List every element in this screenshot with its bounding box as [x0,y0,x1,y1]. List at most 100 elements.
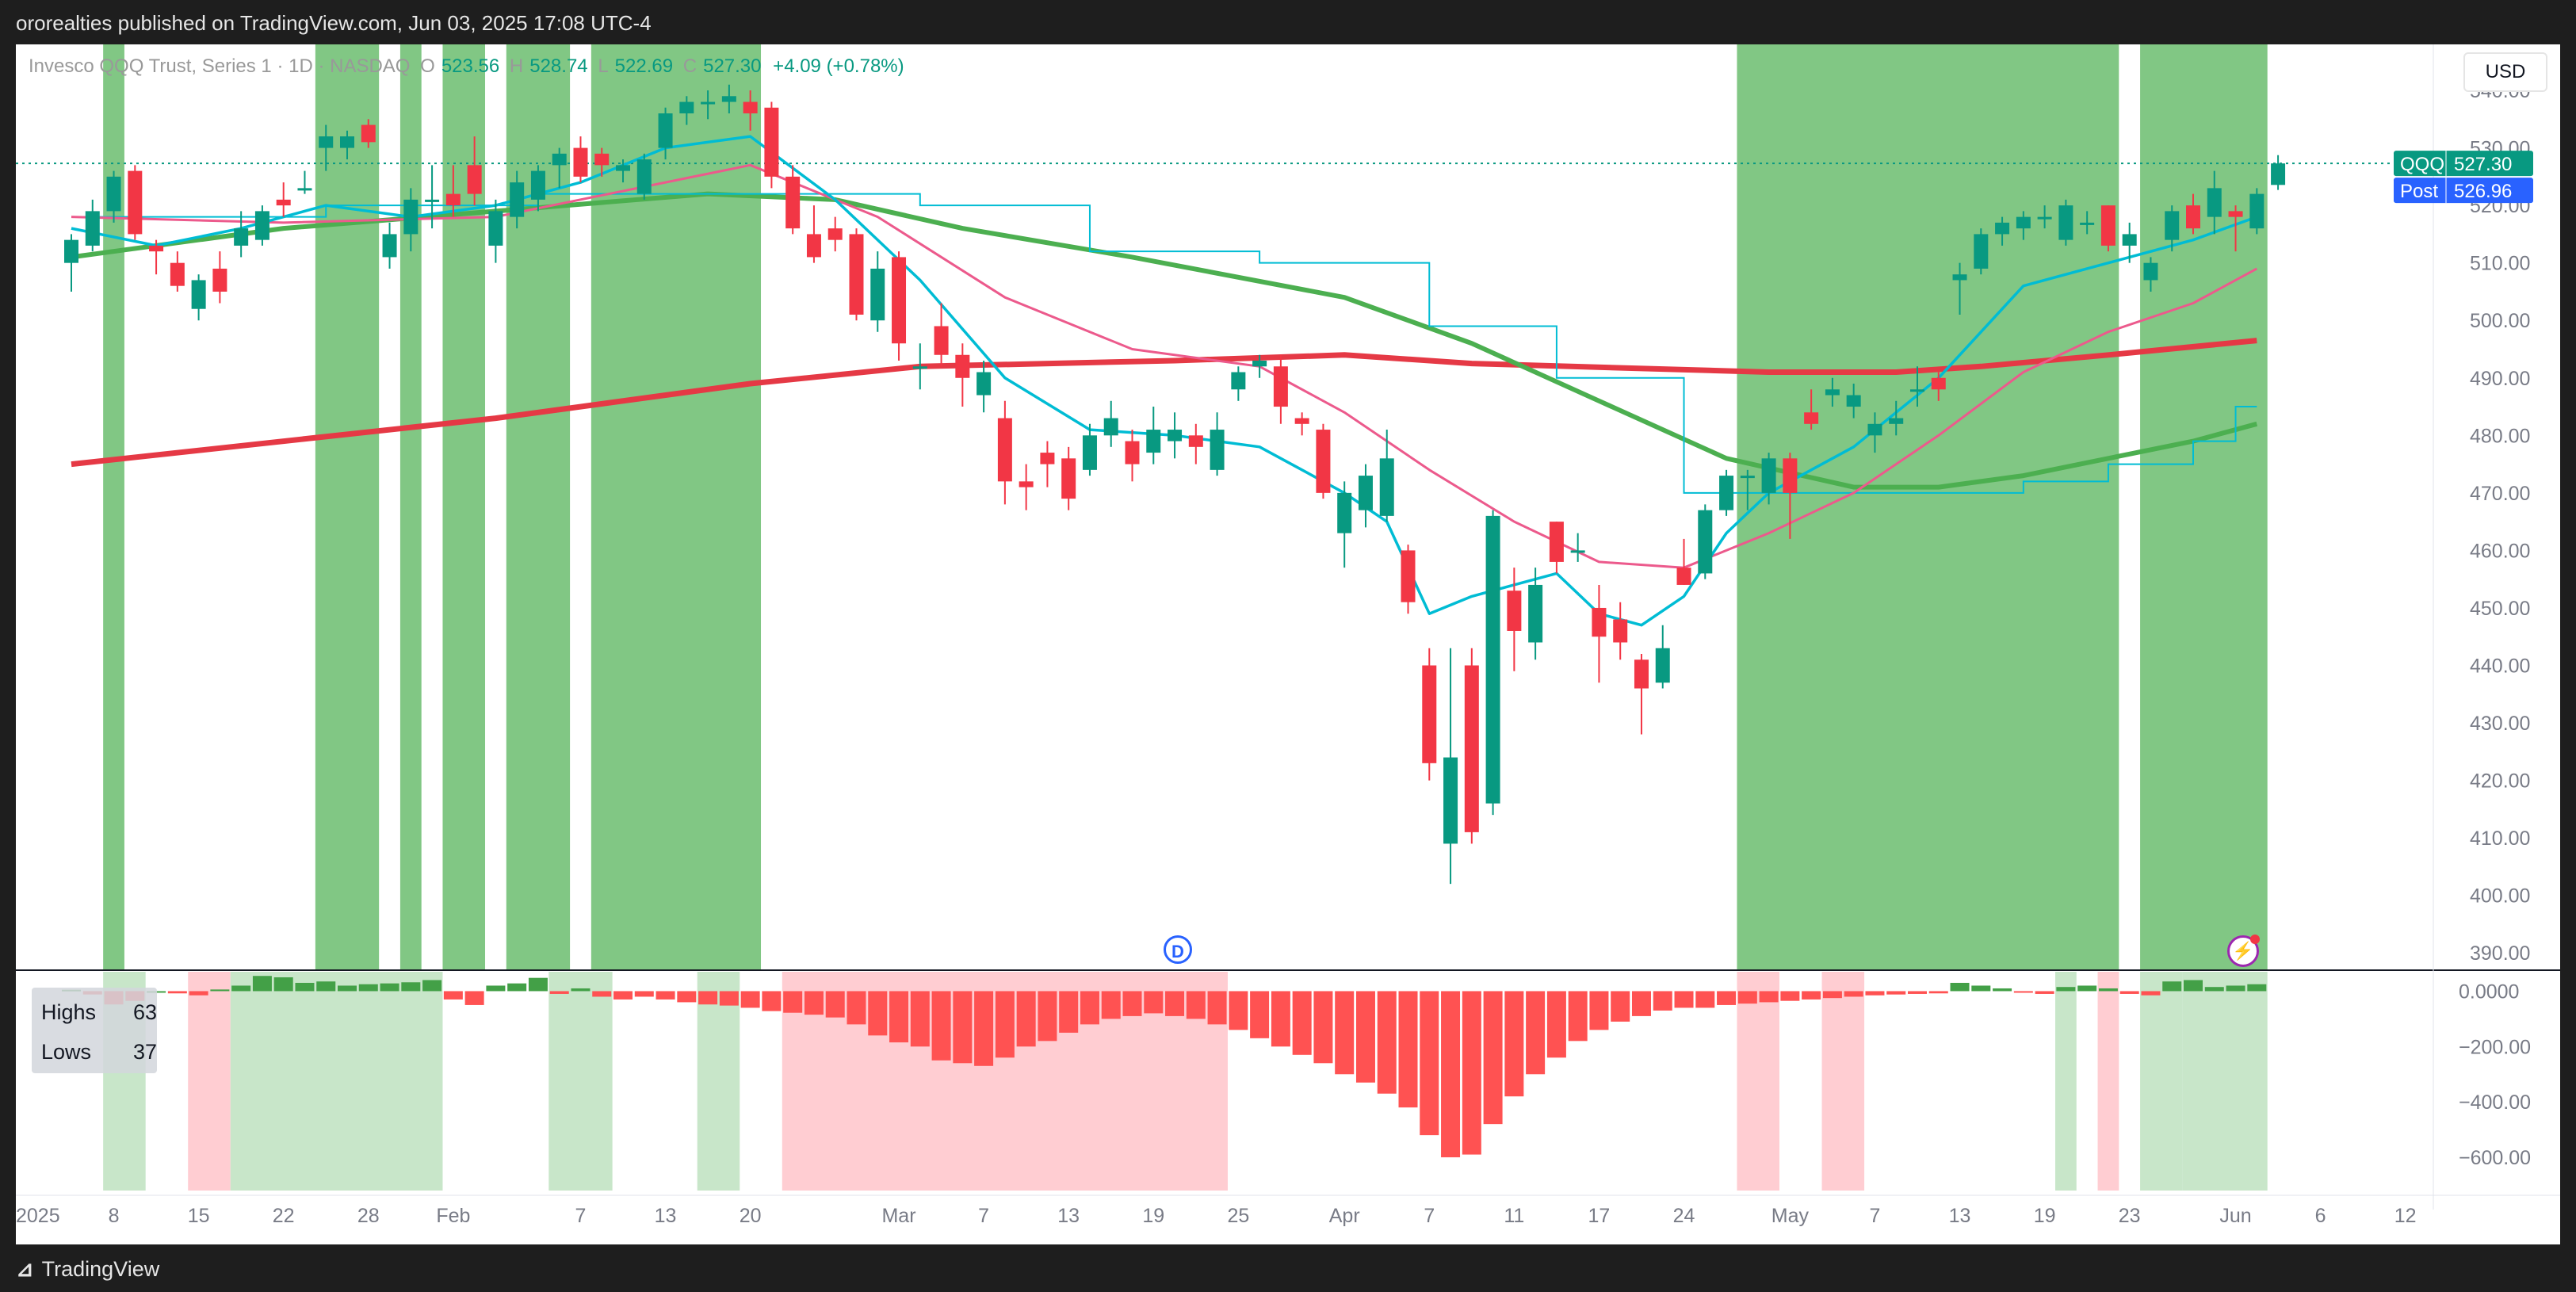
price-tags: QQQ 527.30 Post 526.96 [2394,151,2533,204]
hl-bar-39 [889,991,909,1043]
candle-body [2228,211,2243,217]
lows-label: Lows [41,1040,92,1064]
candle-70 [1549,522,1564,574]
candle-103 [2249,188,2265,235]
highs-lows-legend: Highs 63 Lows 37 [32,988,157,1073]
candle-body [1974,234,1989,269]
currency-button[interactable]: USD [2463,52,2547,92]
candle-body [1889,418,1904,424]
candle-55 [1231,366,1246,401]
candle-body [1783,458,1798,493]
hl-bar-5 [167,991,187,994]
moving-average-lines [71,135,2258,627]
time-tick: 13 [1949,1205,1971,1227]
time-tick: Apr [1329,1205,1360,1227]
candle-58 [1294,412,1309,436]
candle-72 [1592,584,1607,683]
candle-body [234,228,249,246]
hl-bar-27 [634,991,654,997]
hl-bar-29 [677,991,697,1003]
candle-body [912,366,927,369]
hl-bar-65 [1441,991,1461,1158]
candle-8 [234,211,249,258]
hl-bar-19 [464,991,484,1005]
candle-body [1082,435,1097,470]
candle-body [1676,568,1691,585]
lightning-icon[interactable]: ⚡ [2227,935,2260,967]
candle-90 [1974,228,1989,275]
hl-bar-42 [953,991,973,1064]
tradingview-logo[interactable]: ⊿ TradingView [16,1257,159,1282]
time-tick: 19 [1142,1205,1164,1227]
highs-label: Highs [41,1000,97,1024]
candle-body [530,170,545,200]
candle-body [1358,476,1373,510]
candle-body [849,234,864,315]
candles [64,84,2286,885]
candle-body [2207,188,2222,217]
ema-mid-line [71,163,2258,569]
time-tick: 19 [2034,1205,2056,1227]
time-tick: 2025 [16,1205,60,1227]
candle-body [170,262,185,286]
time-tick: May [1771,1205,1810,1227]
hl-bar-33 [762,991,782,1011]
hl-bar-6 [189,991,208,996]
candle-61 [1358,464,1373,528]
hl-bar-98 [2141,991,2161,996]
time-tick: 12 [2394,1205,2417,1227]
hl-bar-88 [1928,991,1948,994]
footer-bar: ⊿ TradingView [0,1244,2576,1292]
candle-68 [1507,568,1522,671]
hl-band-3 [548,972,613,1191]
candle-11 [297,170,312,194]
candle-96 [2100,205,2115,252]
hl-bar-96 [2098,988,2118,992]
candle-85 [1867,412,1882,453]
hl-bar-9 [252,976,272,992]
hl-bar-97 [2119,991,2139,994]
time-tick: Jun [2219,1205,2251,1227]
candle-body [488,211,503,246]
candle-99 [2165,205,2180,252]
candle-82 [1804,389,1819,430]
price-tick: 450.00 [2470,598,2530,620]
hl-bar-50 [1122,991,1142,1016]
symbol-name: Invesco QQQ Trust, Series 1 · 1D · NASDA… [29,55,411,77]
hl-bar-102 [2226,985,2245,992]
hl-bar-82 [1802,991,1821,1000]
candle-body [743,101,758,114]
candle-16 [403,188,419,252]
candle-body [1103,418,1118,436]
candle-66 [1464,648,1479,844]
hl-band-2 [230,972,443,1191]
hl-bar-20 [486,985,506,992]
chart-frame[interactable]: 390.00 400.00 410.00 420.00 430.00 440.00 450.… [16,44,2560,1244]
hl-bar-24 [571,988,590,992]
hl-bar-79 [1737,991,1757,1004]
price-tag-label: Post [2400,181,2438,202]
candle-body [1613,619,1628,643]
candle-59 [1316,423,1331,499]
hl-bar-28 [655,991,675,1000]
hl-bar-64 [1420,991,1439,1136]
notification-dot [2250,935,2260,944]
candle-57 [1273,354,1288,424]
hl-bar-41 [931,991,951,1061]
time-tick: 13 [655,1205,677,1227]
dividend-marker[interactable]: D [1164,935,1192,964]
candle-body [806,234,821,258]
candle-50 [1125,430,1140,482]
hl-bar-85 [1865,991,1885,996]
hl-bar-7 [210,989,230,992]
brand-name: TradingView [41,1257,160,1281]
candle-88 [1931,372,1946,401]
sma-200-line [71,338,2257,468]
candle-25 [594,147,610,177]
hl-bar-70 [1546,991,1566,1058]
candle-52 [1168,412,1183,459]
symbol-legend[interactable]: Invesco QQQ Trust, Series 1 · 1D · NASDA… [29,55,904,78]
chart-canvas[interactable]: 390.00 400.00 410.00 420.00 430.00 440.00 450.… [16,44,2560,1244]
candle-body [1825,389,1840,396]
candle-87 [1909,366,1924,407]
